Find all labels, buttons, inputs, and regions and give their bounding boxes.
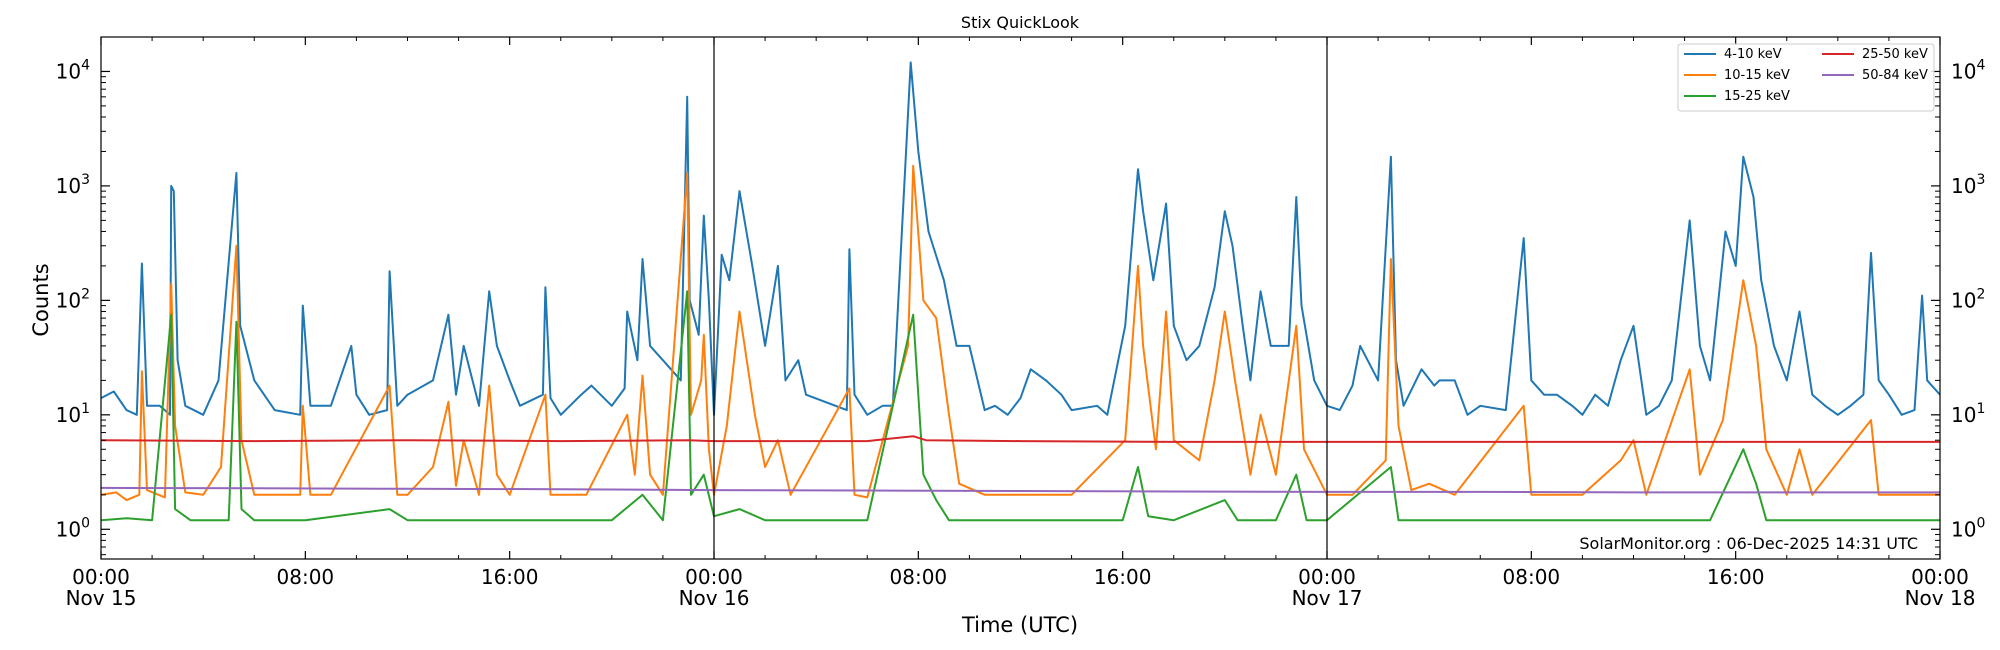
day-boundaries <box>713 37 1328 559</box>
x-tick-label: 08:00 <box>277 565 335 589</box>
legend-label: 10-15 keV <box>1724 68 1790 83</box>
y-tick-label-left: 103 <box>56 172 90 198</box>
series-line-25-50-kev <box>101 435 1940 443</box>
legend-label: 25-50 keV <box>1862 47 1928 62</box>
y-tick-label-right: 104 <box>1951 57 1985 83</box>
x-tick-date-label: Nov 17 <box>1292 586 1363 610</box>
x-tick-label: 00:00 <box>1298 565 1356 589</box>
x-tick-label: 00:00 <box>685 565 743 589</box>
x-tick-date-label: Nov 16 <box>679 586 750 610</box>
y-tick-label-right: 101 <box>1951 401 1985 427</box>
legend: 4-10 keV 10-15 keV 15-25 keV 25-50 keV 50-84… <box>1677 43 1935 112</box>
x-tick-label: 08:00 <box>890 565 948 589</box>
x-tick-label: 16:00 <box>1094 565 1152 589</box>
y-tick-label-right: 102 <box>1951 286 1985 312</box>
y-tick-label-left: 102 <box>56 286 90 312</box>
legend-box <box>1677 43 1935 112</box>
plot-frame <box>100 36 1941 560</box>
y-tick-label-left: 101 <box>56 401 90 427</box>
series-line-10-15-kev <box>101 164 1940 502</box>
y-tick-label-left: 100 <box>56 515 90 541</box>
x-tick-label: 16:00 <box>481 565 539 589</box>
series-line-50-84-kev <box>101 486 1940 494</box>
y-tick-label-right: 100 <box>1951 515 1985 541</box>
x-tick-label: 00:00 <box>72 565 130 589</box>
series-line-15-25-kev <box>101 290 1940 522</box>
x-axis-label: Time (UTC) <box>961 613 1078 637</box>
legend-label: 50-84 keV <box>1862 68 1928 83</box>
series-line-4-10-kev <box>101 61 1940 416</box>
y-axis-label: Counts <box>29 263 53 336</box>
legend-label: 4-10 keV <box>1724 47 1782 62</box>
x-tick-label: 16:00 <box>1707 565 1765 589</box>
chart-title: Stix QuickLook <box>961 13 1080 32</box>
x-tick-date-label: Nov 18 <box>1905 586 1976 610</box>
x-tick-label: 00:00 <box>1911 565 1969 589</box>
y-tick-label-left: 104 <box>56 57 90 83</box>
solarmonitor-timestamp: SolarMonitor.org : 06-Dec-2025 14:31 UTC <box>1579 534 1918 553</box>
x-tick-date-label: Nov 15 <box>66 586 137 610</box>
y-tick-label-right: 103 <box>1951 172 1985 198</box>
legend-label: 15-25 keV <box>1724 89 1790 104</box>
x-tick-label: 08:00 <box>1503 565 1561 589</box>
series-layer <box>101 61 1940 522</box>
